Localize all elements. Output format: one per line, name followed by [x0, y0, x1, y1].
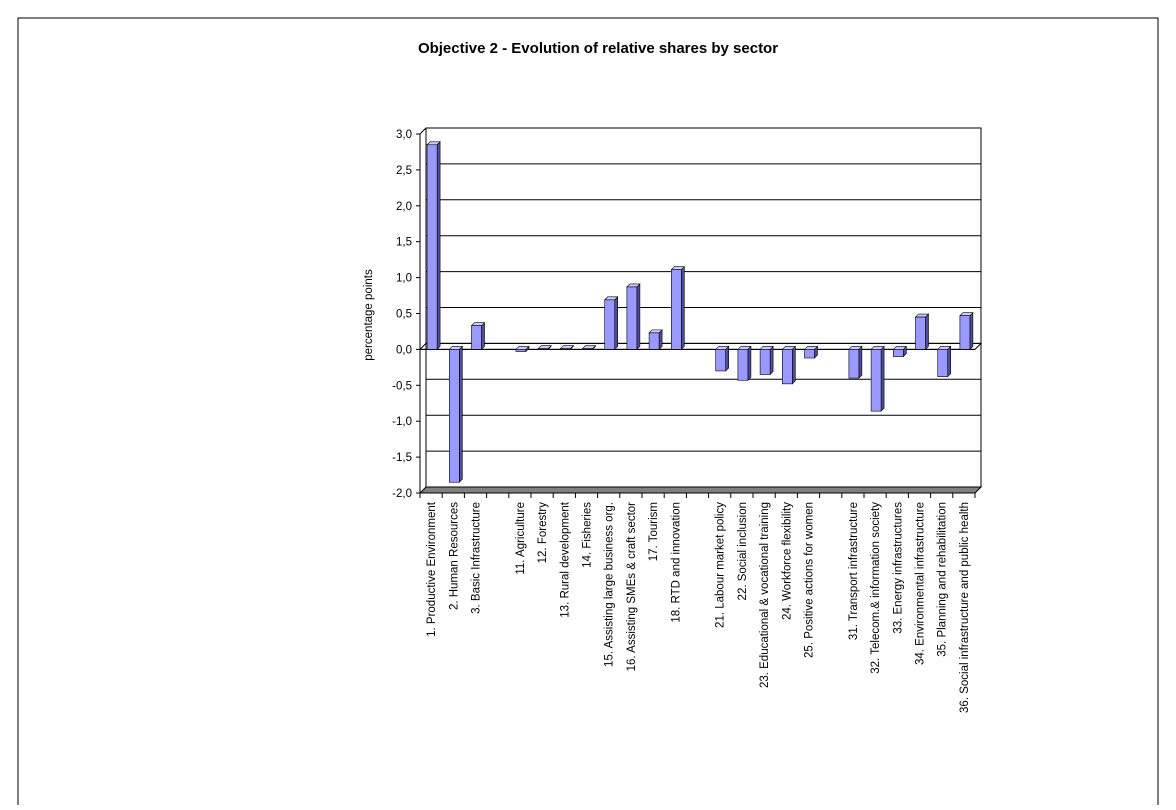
y-tick-label: 0,5	[396, 309, 412, 321]
x-tick-label: 33. Energy infrastructures	[892, 502, 904, 634]
x-tick-label: 14. Fisheries	[582, 502, 594, 568]
bar-side	[458, 345, 463, 483]
bar-side	[947, 345, 951, 378]
y-tick-label: 1,0	[396, 273, 412, 285]
x-tick-label: 18. RTD and innovation	[670, 502, 682, 623]
bar	[671, 269, 682, 350]
bar	[893, 349, 904, 357]
bar	[582, 348, 593, 350]
x-tick-label: 32. Telecom.& information society	[870, 502, 882, 674]
bar	[515, 349, 527, 352]
x-tick-label: 25. Positive actions for women	[804, 502, 816, 658]
x-tick-label: 16. Assisting SMEs & craft sector	[626, 502, 638, 672]
y-tick-label: 0,0	[396, 344, 412, 356]
bar-side	[769, 345, 774, 376]
bar-side	[747, 345, 752, 381]
x-tick-label: 36. Social infrastructure and public hea…	[959, 502, 971, 713]
y-axis-depth	[419, 127, 427, 135]
x-tick-label: 31. Transport infrastructure	[848, 502, 860, 640]
bar	[471, 325, 482, 350]
bar-side	[636, 283, 641, 351]
bar	[804, 349, 815, 359]
bar-side	[725, 345, 729, 372]
bar	[449, 349, 460, 483]
bar	[648, 332, 660, 350]
chart-title: Objective 2 - Evolution of relative shar…	[418, 40, 778, 57]
bar	[782, 349, 793, 385]
y-tick-label: -2,0	[392, 488, 412, 500]
bar	[848, 349, 860, 379]
bar	[959, 315, 971, 350]
bar	[560, 348, 571, 350]
x-tick-label: 22. Social inclusion	[737, 502, 749, 600]
bar	[915, 316, 926, 350]
bar	[715, 349, 726, 372]
x-tick-label: 35. Planning and rehabilitation	[937, 502, 949, 657]
y-tick-label: 2,0	[396, 201, 412, 213]
bar	[537, 348, 549, 350]
x-tick-label: 12. Forestry	[537, 502, 549, 564]
bar-side	[880, 345, 885, 412]
x-tick-label: 23. Educational & vocational training	[759, 502, 771, 688]
bar	[426, 144, 438, 350]
y-tick-label: -1,5	[392, 452, 412, 464]
y-tick-label: 2,5	[396, 165, 412, 177]
x-tick-label: 13. Rural development	[559, 501, 571, 618]
bar-side	[481, 321, 485, 351]
bar-side	[925, 313, 929, 351]
x-tick-label: 1. Productive Environment	[426, 501, 438, 637]
plot-floor	[418, 486, 983, 494]
x-tick-label: 34. Environmental infrastructure	[915, 502, 927, 665]
bar-side	[680, 265, 685, 351]
bar-side	[858, 345, 863, 379]
bar	[937, 349, 948, 377]
bar	[737, 349, 749, 381]
x-tick-label: 15. Assisting large business org.	[604, 502, 616, 667]
x-tick-label: 3. Basic Infrastructure	[471, 502, 483, 614]
bar	[626, 286, 638, 350]
bar	[759, 349, 771, 375]
x-tick-label: 21. Labour market policy	[715, 502, 727, 628]
bar-side	[791, 345, 796, 385]
x-tick-label: 17. Tourism	[648, 502, 660, 561]
bar-side	[436, 141, 441, 351]
y-tick-label: -1,0	[392, 416, 412, 428]
x-tick-label: 11. Agriculture	[515, 502, 527, 575]
y-tick-label: -0,5	[392, 380, 412, 392]
bar	[870, 349, 882, 412]
y-tick-label: 1,5	[396, 237, 412, 249]
y-tick-label: 3,0	[396, 129, 412, 141]
x-tick-label: 24. Workforce flexibility	[781, 502, 793, 620]
bar	[604, 299, 615, 350]
x-tick-label: 2. Human Resources	[448, 502, 460, 610]
bar-side	[969, 311, 974, 351]
bar-side	[614, 296, 618, 351]
y-axis-label: percentage points	[363, 269, 375, 361]
